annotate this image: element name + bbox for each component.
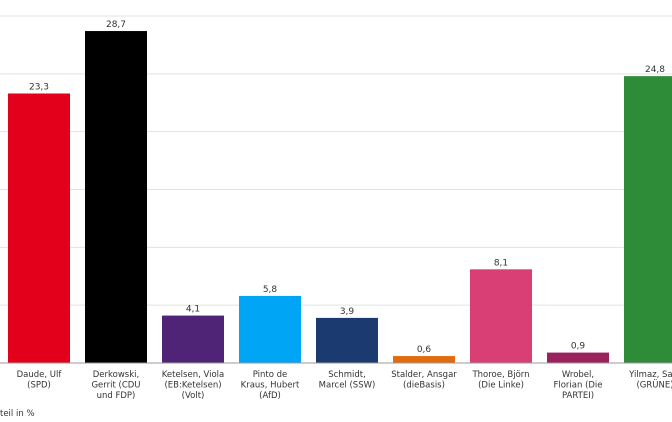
category-label-line: (GRÜNE) bbox=[636, 380, 672, 391]
category-label-line: Stalder, Ansgar bbox=[391, 370, 457, 380]
bar bbox=[393, 356, 455, 363]
category-label: Derkowski, Gerrit (CDU und FDP) bbox=[91, 370, 140, 401]
category-label-line: Gerrit (CDU bbox=[91, 381, 140, 391]
category-label-line: Wrobel, bbox=[562, 370, 594, 380]
category-label: Ketelsen, Viola (EB:Ketelsen) (Volt) bbox=[162, 370, 225, 401]
category-label-line: (dieBasis) bbox=[403, 381, 445, 391]
bar bbox=[85, 31, 147, 363]
category-label: Wrobel, Florian (Die PARTEI) bbox=[553, 370, 602, 401]
bar-value-label: 8,1 bbox=[494, 258, 508, 268]
bar-value-label: 0,9 bbox=[571, 342, 586, 352]
category-label-line: Pinto de bbox=[253, 370, 288, 380]
bar-value-label: 0,6 bbox=[417, 345, 432, 355]
category-label-line: Ketelsen, Viola bbox=[162, 370, 225, 380]
category-label: Yilmaz, Sam(GRÜNE) bbox=[628, 370, 672, 391]
bar-value-label: 4,1 bbox=[186, 305, 200, 315]
bar bbox=[316, 317, 378, 363]
value-labels: 23,3 28,7 4,1 5,8 3,9 0,6 8,1 0,9 24,8 bbox=[29, 20, 665, 355]
category-label-line: (AfD) bbox=[259, 391, 281, 401]
bar-value-label: 24,8 bbox=[645, 65, 665, 75]
category-label: Pinto de Kraus, Hubert (AfD) bbox=[241, 370, 300, 401]
category-label: Daude, Ulf (SPD) bbox=[17, 370, 63, 391]
category-label: Thoroe, Björn (Die Linke) bbox=[471, 370, 529, 391]
bar-value-label: 5,8 bbox=[263, 285, 278, 295]
category-label-line: und FDP) bbox=[97, 391, 136, 401]
category-label-line: Daude, Ulf bbox=[17, 370, 63, 380]
category-label-line: (Die Linke) bbox=[478, 381, 524, 391]
y-axis-unit-label: teil in % bbox=[0, 409, 35, 419]
bar-value-label: 3,9 bbox=[340, 307, 355, 317]
bar-value-label: 23,3 bbox=[29, 82, 49, 92]
category-label: Stalder, Ansgar (dieBasis) bbox=[391, 370, 457, 391]
bars bbox=[8, 31, 672, 363]
bar bbox=[162, 315, 224, 363]
bar bbox=[8, 93, 70, 363]
category-label-line: Thoroe, Björn bbox=[471, 370, 529, 380]
bar bbox=[547, 352, 609, 363]
category-label-line: Marcel (SSW) bbox=[319, 381, 376, 391]
category-label-line: Yilmaz, Sam bbox=[628, 370, 672, 380]
bar bbox=[624, 76, 672, 363]
bar bbox=[470, 269, 532, 363]
category-label-line: (Volt) bbox=[182, 391, 205, 401]
category-label: Schmidt, Marcel (SSW) bbox=[319, 370, 376, 391]
category-label-line: (EB:Ketelsen) bbox=[164, 381, 221, 391]
category-label-line: Kraus, Hubert bbox=[241, 381, 300, 391]
category-labels: Daude, Ulf (SPD) Derkowski, Gerrit (CDU und … bbox=[17, 370, 672, 401]
category-label-line: (SPD) bbox=[27, 381, 51, 391]
category-label-line: Derkowski, bbox=[93, 370, 139, 380]
category-label-line: PARTEI) bbox=[562, 391, 594, 401]
bar bbox=[239, 295, 301, 363]
category-label-line: Schmidt, bbox=[328, 370, 366, 380]
bar-value-label: 28,7 bbox=[106, 20, 126, 30]
category-label-line: Florian (Die bbox=[553, 381, 602, 391]
